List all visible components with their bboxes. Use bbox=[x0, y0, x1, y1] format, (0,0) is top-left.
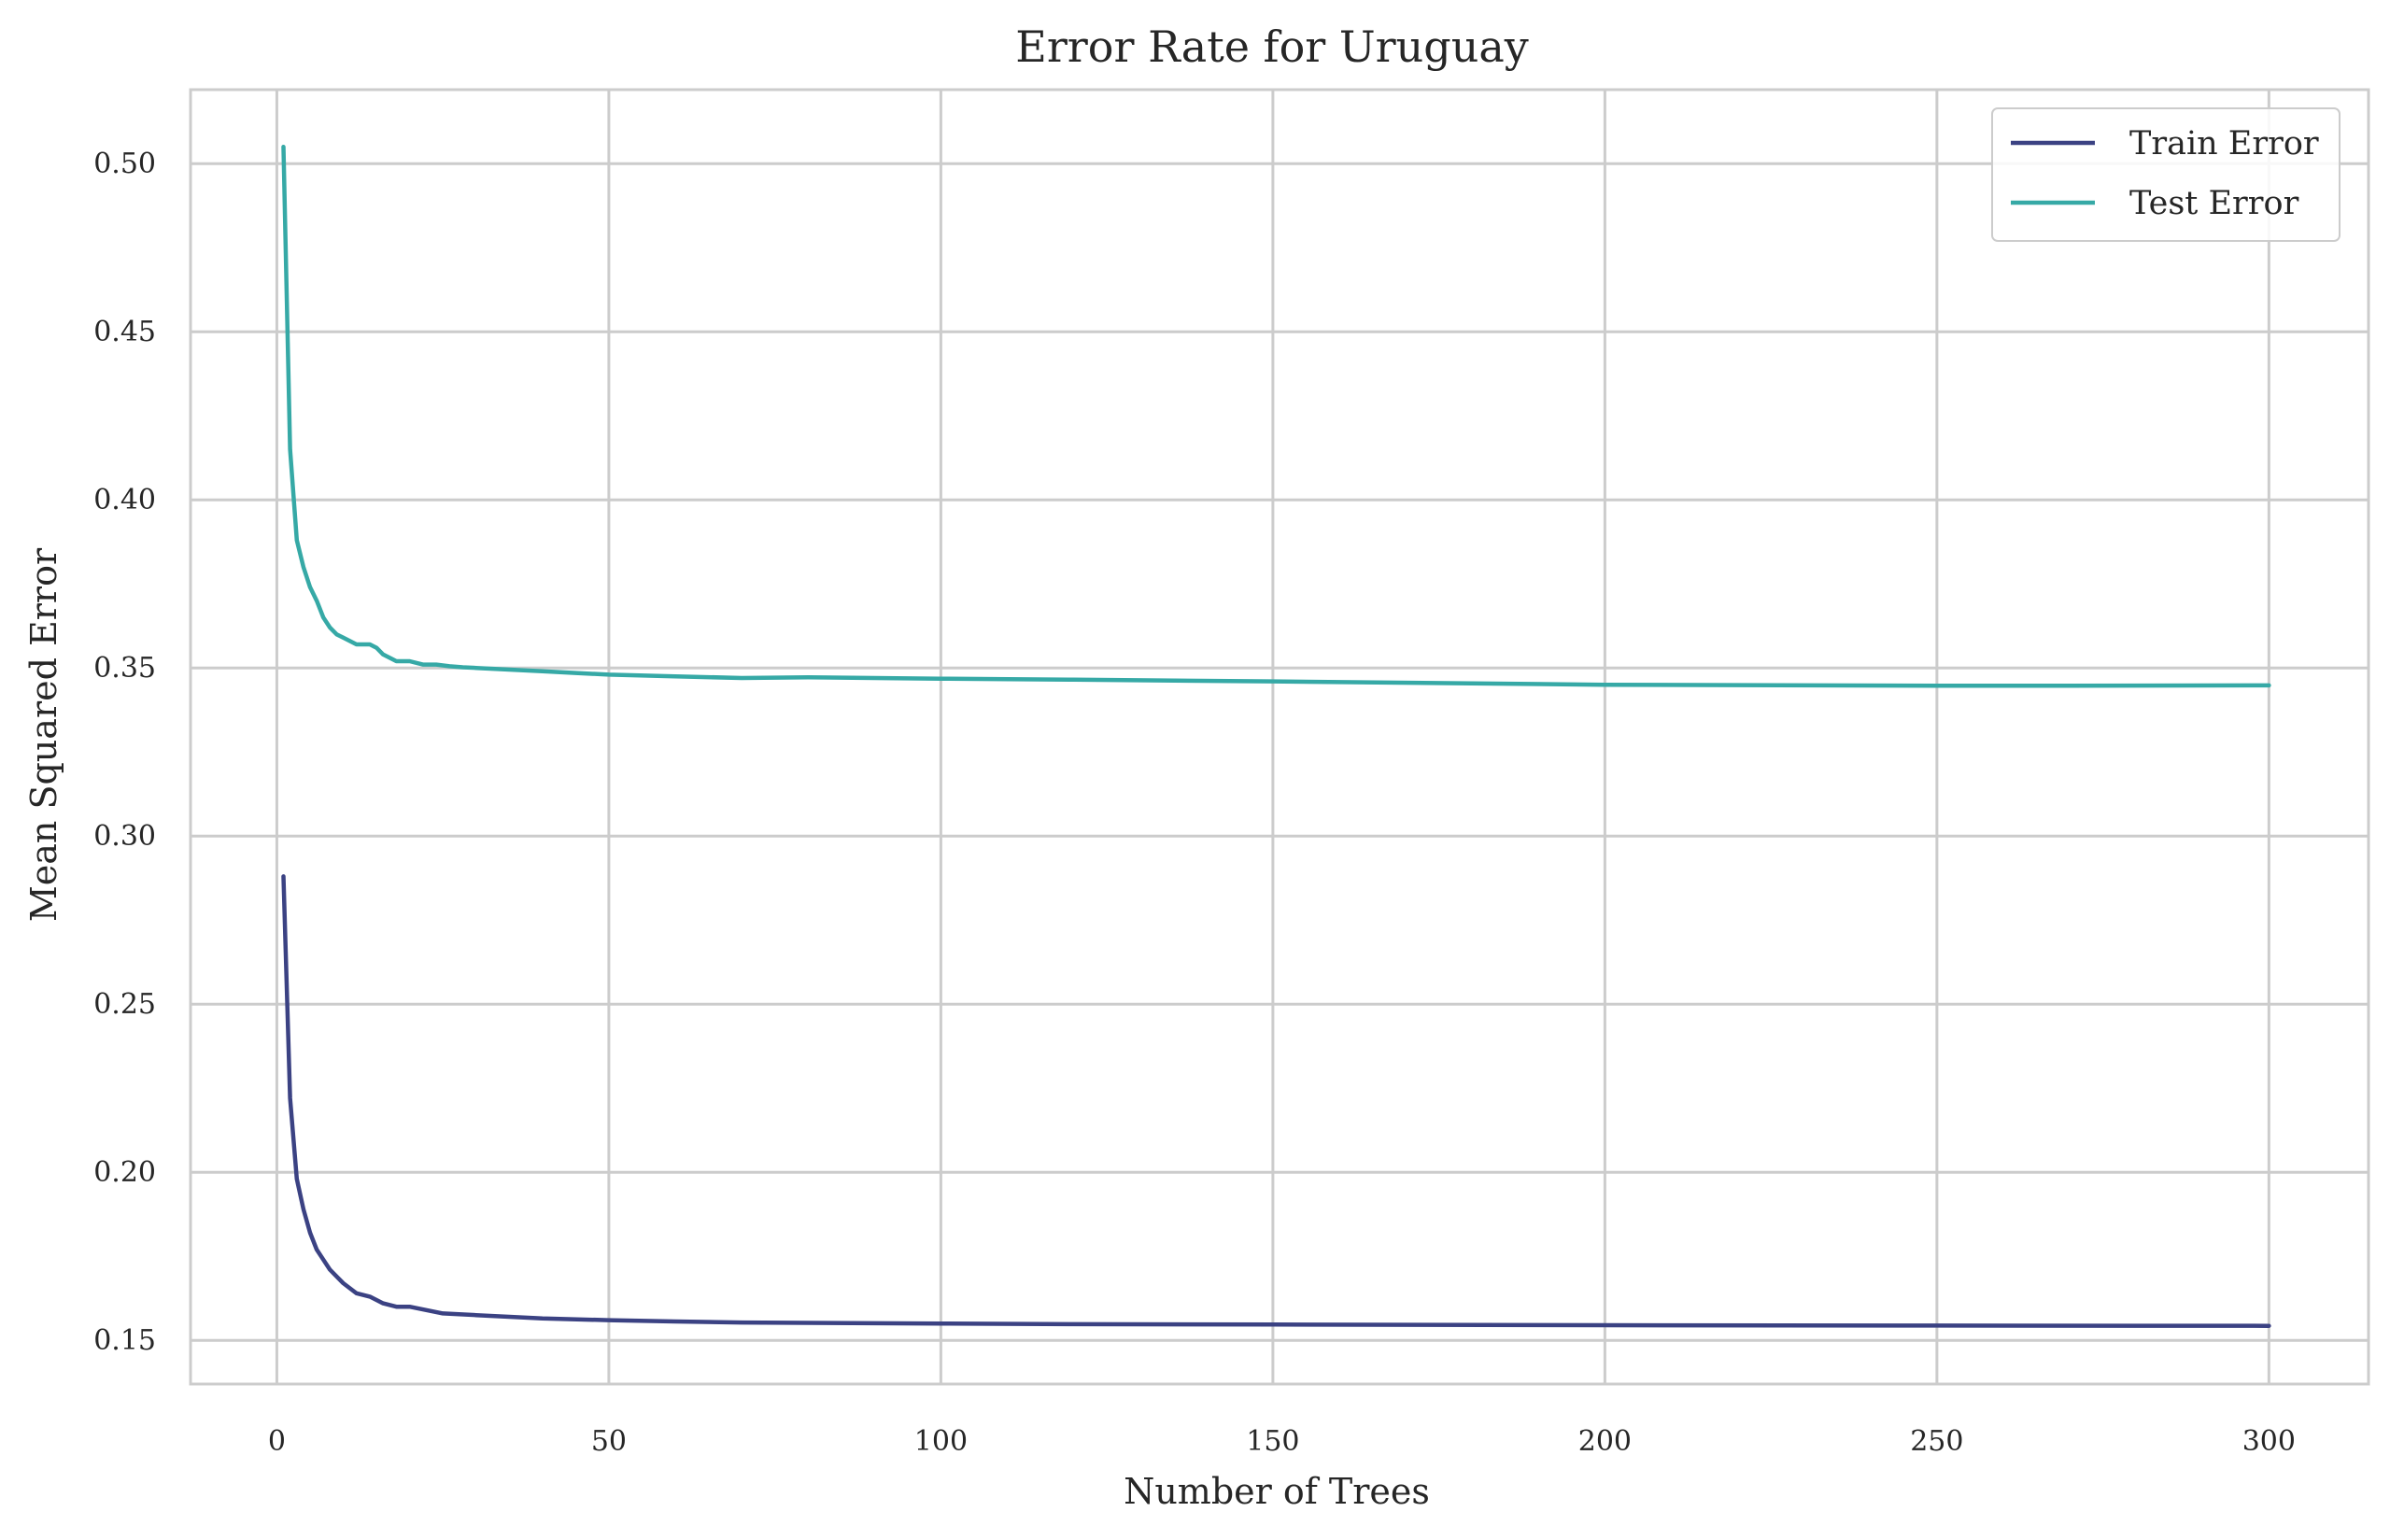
y-axis-label: Mean Squared Error bbox=[23, 547, 64, 922]
x-tick-label: 150 bbox=[1246, 1425, 1299, 1458]
x-tick-label: 250 bbox=[1910, 1425, 1963, 1458]
grid bbox=[191, 90, 2369, 1384]
x-tick-label: 0 bbox=[268, 1425, 286, 1458]
y-tick-label: 0.15 bbox=[93, 1324, 156, 1357]
x-tick-label: 300 bbox=[2242, 1425, 2296, 1458]
legend-label-train-error: Train Error bbox=[2129, 125, 2319, 162]
y-tick-label: 0.25 bbox=[93, 988, 156, 1021]
plot-frame bbox=[189, 88, 2370, 1386]
series-line-train-error bbox=[281, 874, 2271, 1328]
legend-label-test-error: Test Error bbox=[2129, 185, 2299, 222]
x-tick-label: 200 bbox=[1578, 1425, 1632, 1458]
x-tick-label: 100 bbox=[914, 1425, 968, 1458]
y-tick-label: 0.20 bbox=[93, 1156, 156, 1189]
y-axis-ticks: 0.15 0.20 0.25 0.30 0.35 0.40 0.45 0.50 bbox=[93, 148, 156, 1357]
legend: Train Error Test Error bbox=[1991, 107, 2341, 242]
series-layer bbox=[281, 144, 2271, 1328]
y-tick-label: 0.45 bbox=[93, 316, 156, 348]
series-line-test-error bbox=[281, 144, 2271, 688]
y-tick-label: 0.30 bbox=[93, 820, 156, 853]
y-tick-label: 0.50 bbox=[93, 148, 156, 180]
y-tick-label: 0.40 bbox=[93, 484, 156, 516]
x-axis-label: Number of Trees bbox=[1124, 1471, 1430, 1512]
x-axis-ticks: 0 50 100 150 200 250 300 bbox=[268, 1425, 2296, 1458]
y-tick-label: 0.35 bbox=[93, 652, 156, 685]
x-tick-label: 50 bbox=[591, 1425, 627, 1458]
chart-title: Error Rate for Uruguay bbox=[1015, 21, 1529, 72]
